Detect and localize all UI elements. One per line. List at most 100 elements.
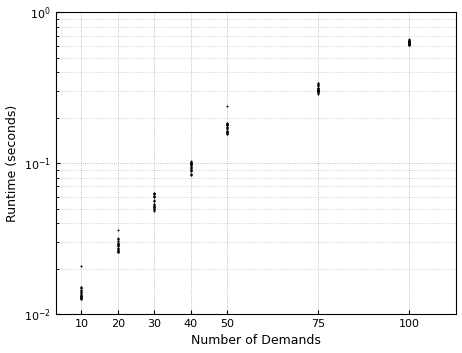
Point xyxy=(78,289,85,294)
X-axis label: Number of Demands: Number of Demands xyxy=(191,334,321,347)
Point xyxy=(187,162,195,168)
Point xyxy=(406,40,413,46)
Point xyxy=(78,297,85,302)
Point xyxy=(151,207,158,212)
Point xyxy=(114,242,122,248)
Point xyxy=(315,85,322,91)
Point xyxy=(224,121,231,127)
Point xyxy=(78,287,85,293)
Point xyxy=(151,194,158,199)
Point xyxy=(78,295,85,301)
Point xyxy=(78,292,85,298)
Y-axis label: Runtime (seconds): Runtime (seconds) xyxy=(6,104,18,222)
Point xyxy=(78,288,85,294)
Point xyxy=(406,41,413,46)
Point xyxy=(406,41,413,47)
Point xyxy=(151,204,158,210)
Point xyxy=(406,37,413,42)
Point xyxy=(406,39,413,44)
Point xyxy=(406,41,413,47)
Point xyxy=(78,293,85,299)
Point xyxy=(315,85,322,91)
Point xyxy=(78,287,85,293)
Point xyxy=(114,241,122,247)
Point xyxy=(315,87,322,93)
Point xyxy=(315,82,322,88)
Point xyxy=(114,238,122,244)
Point xyxy=(315,88,322,93)
Point xyxy=(406,39,413,45)
Point xyxy=(151,207,158,213)
Point xyxy=(78,290,85,295)
Point xyxy=(151,192,158,197)
Point xyxy=(315,88,322,93)
Point xyxy=(406,37,413,43)
Point xyxy=(406,38,413,44)
Point xyxy=(224,129,231,135)
Point xyxy=(224,124,231,130)
Point xyxy=(78,292,85,298)
Point xyxy=(315,86,322,92)
Point xyxy=(187,159,195,164)
Point xyxy=(224,131,231,137)
Point xyxy=(406,42,413,48)
Point xyxy=(151,204,158,210)
Point xyxy=(406,40,413,45)
Point xyxy=(114,245,122,251)
Point xyxy=(315,87,322,92)
Point xyxy=(114,240,122,246)
Point xyxy=(78,291,85,297)
Point xyxy=(114,243,122,248)
Point xyxy=(224,130,231,136)
Point xyxy=(187,161,195,167)
Point xyxy=(187,172,195,178)
Point xyxy=(151,202,158,208)
Point xyxy=(315,89,322,94)
Point xyxy=(151,198,158,204)
Point xyxy=(78,263,85,269)
Point xyxy=(315,81,322,86)
Point xyxy=(315,83,322,89)
Point xyxy=(224,122,231,127)
Point xyxy=(151,206,158,212)
Point xyxy=(187,160,195,165)
Point xyxy=(406,42,413,48)
Point xyxy=(114,247,122,253)
Point xyxy=(187,171,195,177)
Point xyxy=(224,121,231,126)
Point xyxy=(114,237,122,242)
Point xyxy=(187,160,195,166)
Point xyxy=(151,201,158,207)
Point xyxy=(224,125,231,131)
Point xyxy=(224,122,231,128)
Point xyxy=(114,241,122,246)
Point xyxy=(187,163,195,168)
Point xyxy=(224,125,231,131)
Point xyxy=(224,131,231,136)
Point xyxy=(187,160,195,166)
Point xyxy=(187,168,195,173)
Point xyxy=(315,90,322,95)
Point xyxy=(114,242,122,248)
Point xyxy=(224,103,231,109)
Point xyxy=(78,284,85,289)
Point xyxy=(315,88,322,94)
Point xyxy=(187,161,195,167)
Point xyxy=(114,249,122,254)
Point xyxy=(151,203,158,208)
Point xyxy=(224,127,231,132)
Point xyxy=(187,171,195,177)
Point xyxy=(187,167,195,173)
Point xyxy=(151,194,158,199)
Point xyxy=(315,90,322,95)
Point xyxy=(151,205,158,211)
Point xyxy=(151,191,158,197)
Point xyxy=(114,249,122,255)
Point xyxy=(315,82,322,88)
Point xyxy=(114,236,122,241)
Point xyxy=(114,247,122,253)
Point xyxy=(78,285,85,291)
Point xyxy=(315,81,322,86)
Point xyxy=(224,128,231,134)
Point xyxy=(187,168,195,173)
